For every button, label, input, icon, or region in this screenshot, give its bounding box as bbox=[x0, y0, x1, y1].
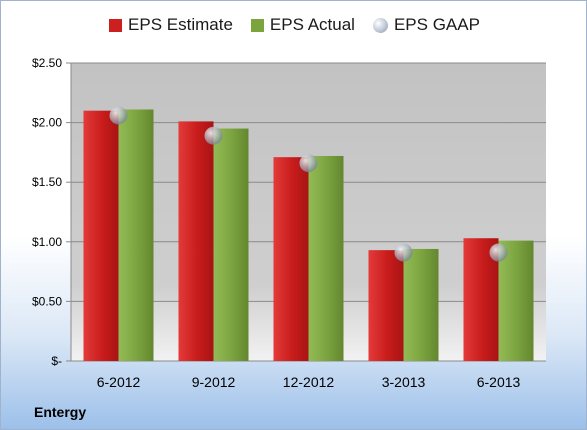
legend-swatch-estimate bbox=[109, 18, 123, 32]
y-tick-label: $- bbox=[51, 354, 62, 368]
legend-swatch-actual bbox=[250, 18, 264, 32]
x-tick-label: 6-2012 bbox=[97, 374, 141, 390]
y-tick-label: $2.50 bbox=[32, 56, 62, 70]
bar-eps-estimate bbox=[368, 250, 404, 361]
legend: EPS Estimate EPS Actual EPS GAAP bbox=[1, 15, 587, 35]
y-tick-label: $1.50 bbox=[32, 175, 62, 189]
bar-eps-actual bbox=[308, 155, 344, 361]
marker-eps-gaap bbox=[204, 126, 223, 145]
bar-eps-actual bbox=[118, 109, 154, 361]
bar-eps-estimate bbox=[273, 157, 309, 361]
bars bbox=[83, 109, 534, 362]
x-tick-label: 9-2012 bbox=[192, 374, 236, 390]
marker-eps-gaap bbox=[394, 243, 413, 262]
legend-marker-gaap bbox=[372, 17, 388, 33]
y-tick-label: $1.00 bbox=[32, 235, 62, 249]
legend-item-actual: EPS Actual bbox=[250, 15, 355, 35]
y-tick-label: $0.50 bbox=[32, 294, 62, 308]
gaap-markers bbox=[109, 106, 508, 262]
x-tick-label: 6-2013 bbox=[477, 374, 521, 390]
bar-eps-actual bbox=[403, 248, 439, 361]
legend-item-gaap: EPS GAAP bbox=[372, 15, 480, 35]
y-tick-label: $2.00 bbox=[32, 116, 62, 130]
marker-eps-gaap bbox=[489, 243, 508, 262]
legend-label-actual: EPS Actual bbox=[269, 15, 355, 34]
marker-eps-gaap bbox=[299, 154, 318, 173]
bar-eps-actual bbox=[498, 240, 534, 361]
company-label: Entergy bbox=[34, 404, 87, 420]
legend-label-estimate: EPS Estimate bbox=[128, 15, 233, 34]
bar-eps-estimate bbox=[83, 110, 119, 362]
x-tick-label: 12-2012 bbox=[283, 374, 335, 390]
legend-item-estimate: EPS Estimate bbox=[109, 15, 233, 35]
x-axis-ticks: 6-2012 9-2012 12-2012 3-2013 6-2013 bbox=[97, 374, 521, 390]
x-tick-label: 3-2013 bbox=[382, 374, 426, 390]
bar-eps-estimate bbox=[178, 121, 214, 362]
bar-eps-actual bbox=[213, 128, 249, 361]
y-axis-ticks: $- $0.50 $1.00 $1.50 $2.00 $2.50 bbox=[32, 56, 62, 368]
legend-label-gaap: EPS GAAP bbox=[393, 15, 480, 34]
marker-eps-gaap bbox=[109, 106, 128, 125]
